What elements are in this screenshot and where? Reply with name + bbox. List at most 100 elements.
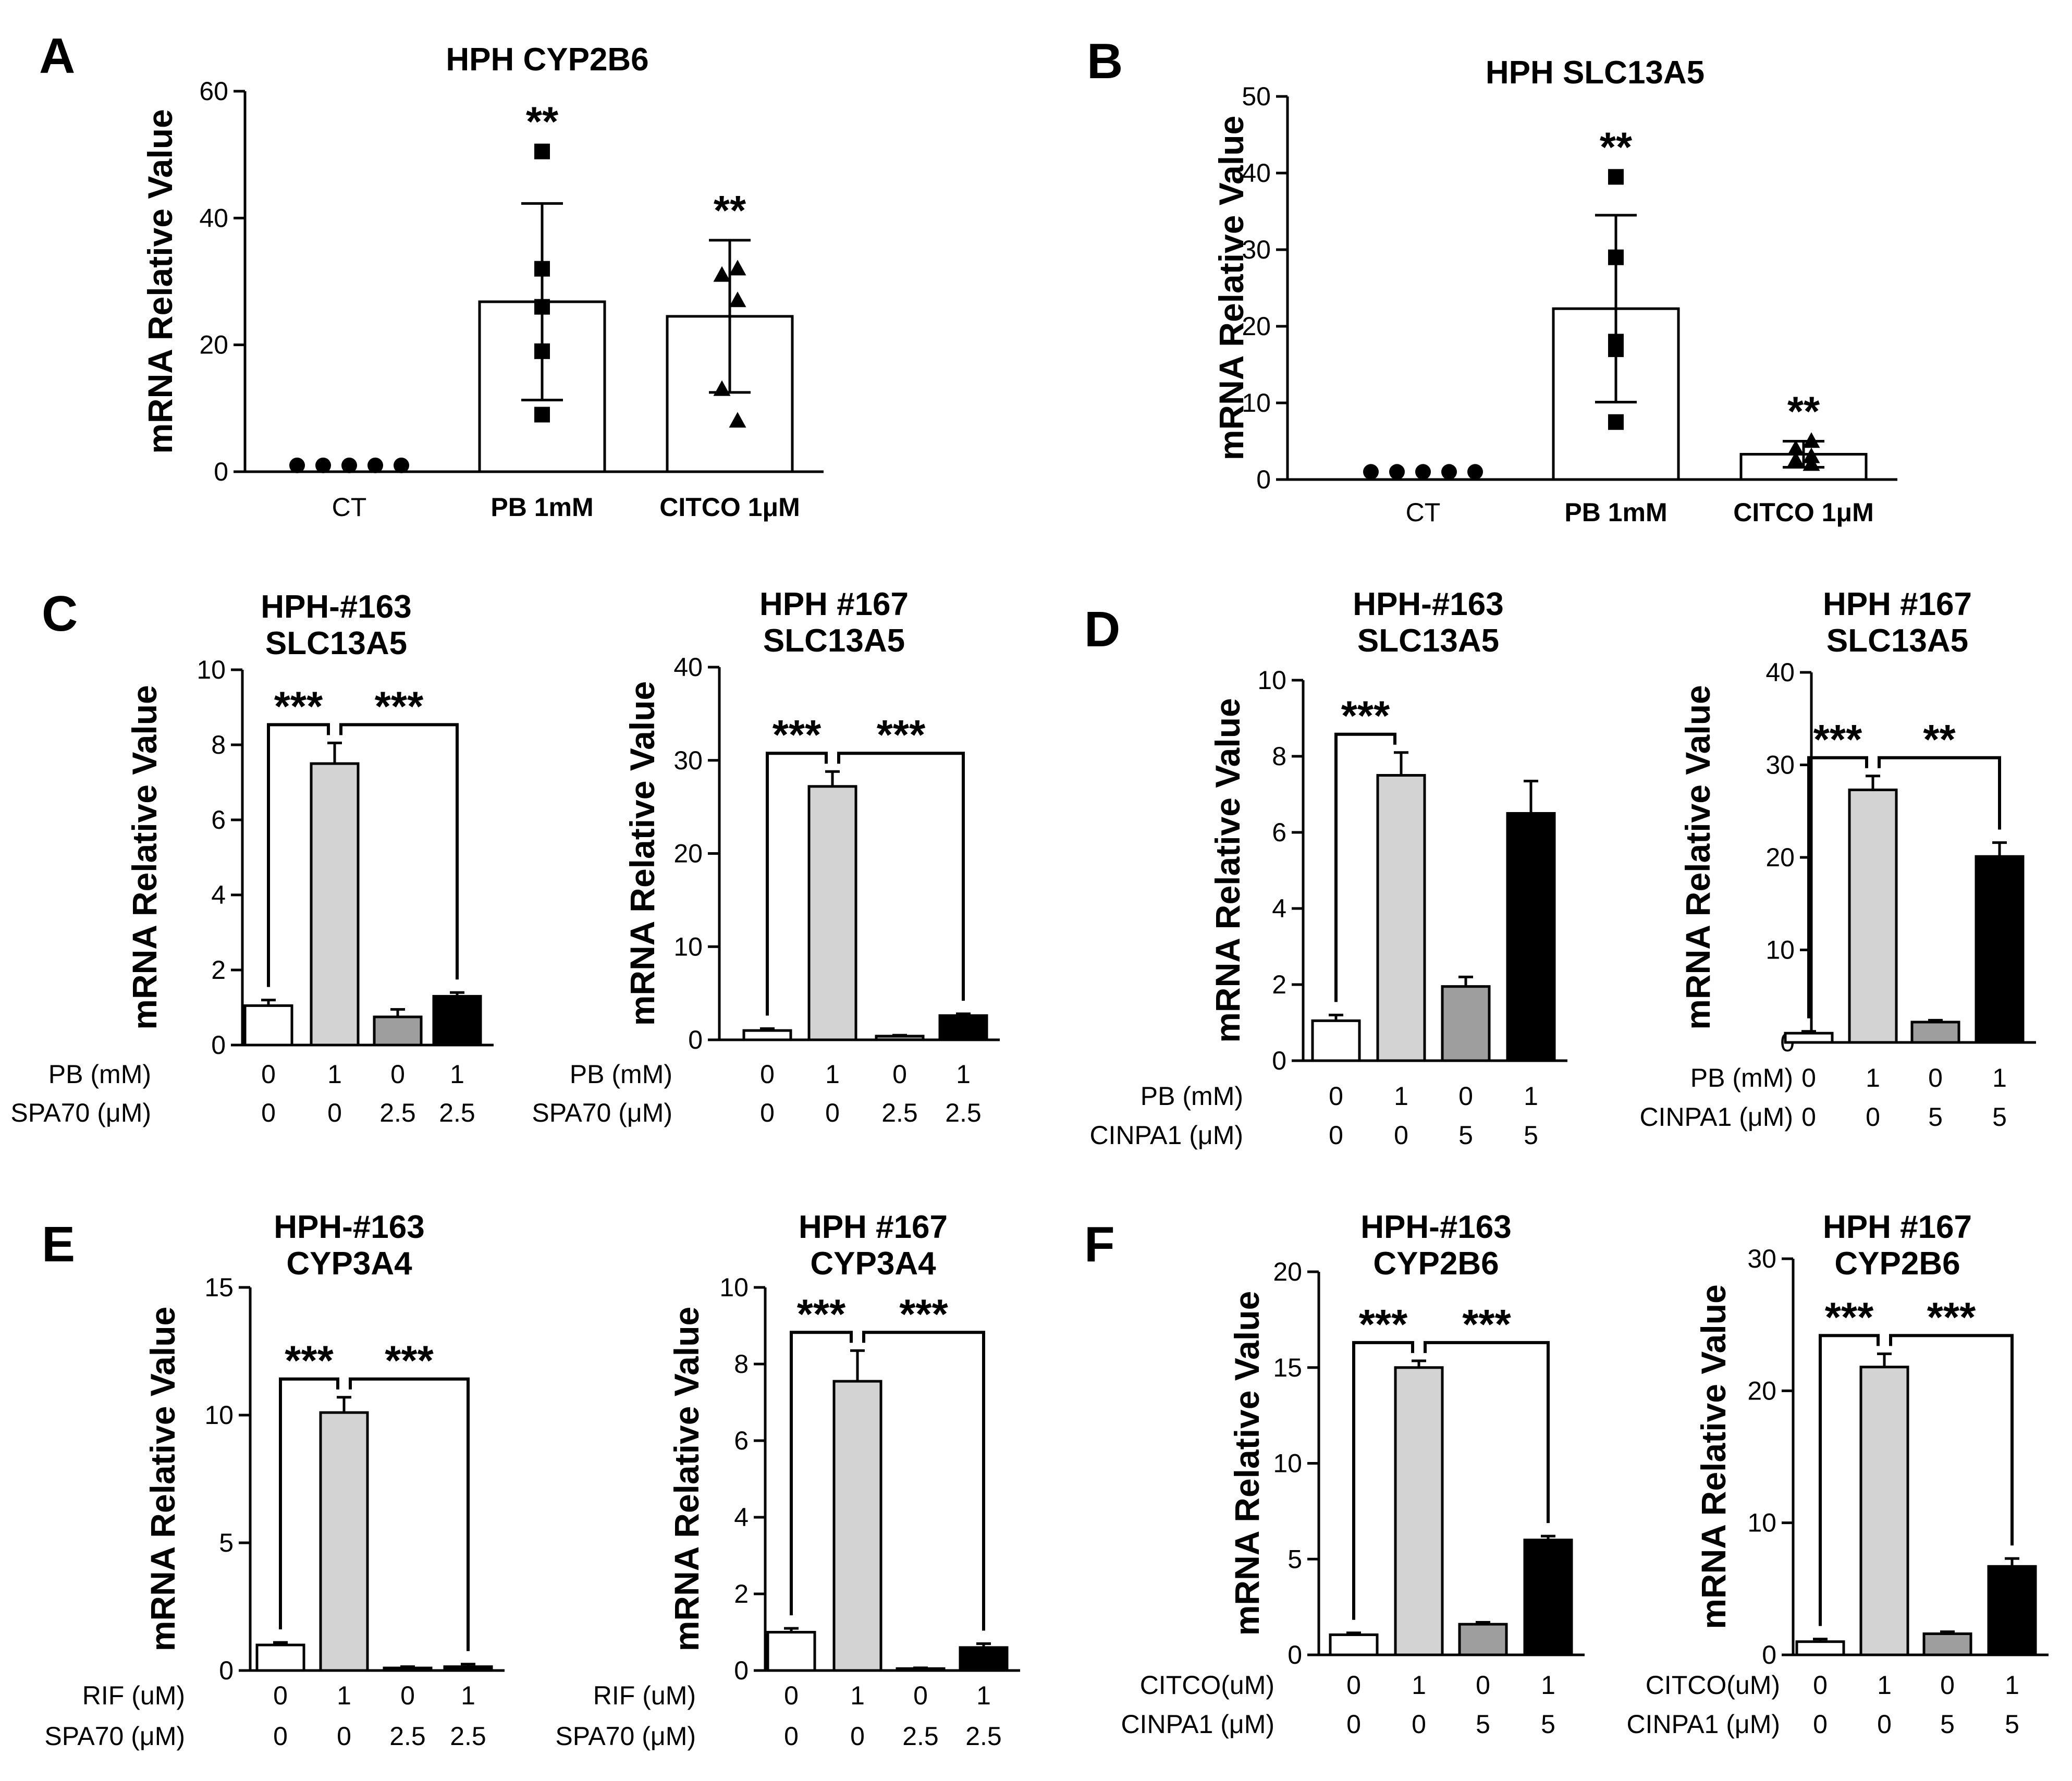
data-point xyxy=(1608,169,1624,185)
treatment-value: 2.5 xyxy=(965,1722,1002,1751)
treatment-row-label: PB (mM) xyxy=(570,1060,672,1089)
treatment-value: 0 xyxy=(390,1060,405,1089)
treatment-value: 0 xyxy=(273,1722,288,1751)
data-point xyxy=(1608,341,1624,358)
bar xyxy=(1784,1031,1834,1044)
bar xyxy=(1506,812,1556,1062)
treatment-value: 1 xyxy=(327,1060,342,1089)
y-tick-label: 10 xyxy=(673,932,703,961)
treatment-value: 0 xyxy=(1346,1671,1361,1700)
significance-bracket xyxy=(1878,756,2001,830)
treatment-value: 1 xyxy=(1541,1671,1555,1700)
data-point xyxy=(1608,414,1624,430)
y-tick-label: 6 xyxy=(1272,818,1286,847)
y-tick-label: 10 xyxy=(1273,1449,1302,1478)
y-tick-label: 5 xyxy=(219,1528,234,1557)
significance-bracket xyxy=(1424,1341,1550,1524)
treatment-value: 0 xyxy=(784,1681,799,1710)
data-point xyxy=(1787,451,1805,467)
bar xyxy=(766,1631,816,1672)
x-category-label: CT xyxy=(1406,498,1441,527)
bar xyxy=(1975,855,2025,1044)
data-point xyxy=(713,266,731,282)
treatment-value: 5 xyxy=(1541,1710,1555,1739)
treatment-value: 0 xyxy=(1866,1102,1880,1132)
treatment-value: 1 xyxy=(1394,1082,1408,1111)
significance-label: *** xyxy=(1359,1301,1408,1347)
y-tick-label: 30 xyxy=(1766,751,1795,780)
treatment-value: 2.5 xyxy=(439,1098,475,1127)
chart-title-line: CYP3A4 xyxy=(286,1246,412,1282)
y-tick-label: 20 xyxy=(1766,843,1795,872)
bar xyxy=(938,1014,988,1041)
bar xyxy=(1311,1019,1361,1062)
treatment-row-label: CINPA1 (μM) xyxy=(1121,1710,1274,1739)
y-axis-label: mRNA Relative Value xyxy=(1212,116,1250,460)
treatment-value: 0 xyxy=(327,1098,342,1127)
y-axis-label: mRNA Relative Value xyxy=(667,1307,706,1651)
y-axis-label: mRNA Relative Value xyxy=(1228,1291,1266,1636)
significance-label: *** xyxy=(773,711,822,758)
data-point xyxy=(367,457,383,473)
significance-bracket xyxy=(790,1331,853,1616)
y-tick-label: 0 xyxy=(1272,1046,1286,1075)
chart-title-line: HPH #167 xyxy=(1823,586,1972,622)
treatment-row-label: CITCO(uM) xyxy=(1140,1671,1274,1700)
significance-bracket xyxy=(279,1377,339,1630)
y-tick-label: 20 xyxy=(1242,312,1271,341)
y-tick-label: 10 xyxy=(1257,666,1286,695)
significance-label: ** xyxy=(1787,388,1820,435)
data-point xyxy=(534,261,550,277)
chart-title-line: SLC13A5 xyxy=(1357,623,1499,659)
y-axis-label: mRNA Relative Value xyxy=(141,109,179,453)
data-point xyxy=(315,457,331,473)
y-tick-label: 2 xyxy=(211,955,226,985)
treatment-value: 0 xyxy=(400,1681,415,1710)
significance-bracket xyxy=(862,1331,985,1631)
treatment-value: 0 xyxy=(1394,1121,1408,1150)
bar xyxy=(959,1646,1009,1672)
significance-label: *** xyxy=(1927,1294,1976,1340)
treatment-value: 0 xyxy=(1801,1063,1816,1092)
significance-bracket xyxy=(349,1377,470,1651)
significance-label: *** xyxy=(375,683,424,729)
bar xyxy=(1848,788,1898,1044)
treatment-value: 0 xyxy=(1329,1121,1343,1150)
chart-title-line: HPH-#163 xyxy=(261,589,411,625)
y-tick-label: 0 xyxy=(688,1025,703,1054)
bar xyxy=(319,1411,369,1672)
bar xyxy=(1376,774,1426,1062)
y-axis-label: mRNA Relative Value xyxy=(1694,1284,1733,1629)
data-point xyxy=(1787,439,1805,456)
treatment-value: 0 xyxy=(913,1681,928,1710)
treatment-row-label: RIF (uM) xyxy=(82,1681,185,1710)
significance-label: *** xyxy=(877,711,926,758)
bar xyxy=(1795,1640,1845,1656)
treatment-value: 1 xyxy=(337,1681,351,1710)
significance-bracket xyxy=(1352,1341,1414,1620)
y-tick-label: 8 xyxy=(211,730,226,759)
treatment-row-label: CINPA1 (μM) xyxy=(1626,1710,1780,1739)
treatment-value: 2.5 xyxy=(945,1098,982,1127)
panel-letter: F xyxy=(1084,1217,1115,1272)
significance-label: *** xyxy=(899,1291,948,1337)
treatment-value: 0 xyxy=(1458,1082,1473,1111)
treatment-row-label: PB (mM) xyxy=(1141,1082,1243,1111)
y-tick-label: 10 xyxy=(1747,1508,1776,1538)
treatment-value: 5 xyxy=(2005,1710,2019,1739)
bar xyxy=(1922,1632,1972,1656)
chart-title-line: SLC13A5 xyxy=(265,625,407,661)
significance-label: ** xyxy=(526,99,559,145)
data-point xyxy=(1415,464,1431,480)
treatment-value: 0 xyxy=(1412,1710,1426,1739)
data-point xyxy=(289,457,305,473)
treatment-value: 1 xyxy=(1877,1671,1892,1700)
bar xyxy=(1458,1623,1508,1656)
data-point xyxy=(534,407,550,423)
treatment-value: 5 xyxy=(1928,1102,1943,1132)
y-tick-label: 30 xyxy=(1242,235,1271,264)
